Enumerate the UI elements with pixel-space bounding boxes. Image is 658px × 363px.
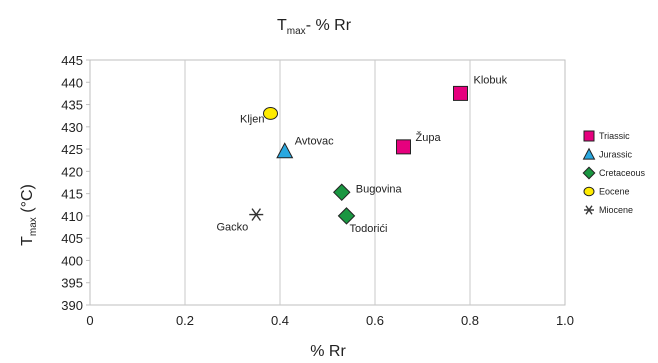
svg-text:Tmax (°C): Tmax (°C) bbox=[19, 184, 39, 246]
x-axis-label: % Rr bbox=[310, 343, 346, 360]
legend-label-cretaceous: Cretaceous bbox=[599, 168, 646, 178]
chart-title-sub: max bbox=[287, 26, 306, 37]
y-axis-label: Tmax (°C) bbox=[19, 184, 39, 246]
y-tick-label: 410 bbox=[61, 209, 83, 224]
y-tick-label: 435 bbox=[61, 98, 83, 113]
y-axis-label-sub: max bbox=[28, 217, 39, 236]
chart-title-main: T bbox=[277, 17, 287, 34]
data-label-avtovac: Avtovac bbox=[295, 135, 334, 147]
x-tick-label: 0 bbox=[86, 313, 93, 328]
legend-label-triassic: Triassic bbox=[599, 131, 630, 141]
y-tick-label: 420 bbox=[61, 164, 83, 179]
chart-title: Tmax- % Rr bbox=[277, 17, 352, 37]
data-label--upa: Župa bbox=[416, 131, 442, 144]
legend-entry-triassic: Triassic bbox=[583, 130, 630, 142]
x-tick-label: 0.4 bbox=[271, 313, 289, 328]
data-label-klobuk: Klobuk bbox=[474, 74, 508, 86]
data-point-avtovac bbox=[276, 142, 294, 159]
data-point-klobuk bbox=[453, 85, 468, 101]
y-axis-label-rest: (°C) bbox=[19, 184, 36, 217]
legend-marker-cretaceous bbox=[582, 166, 596, 180]
data-label-gacko: Gacko bbox=[216, 222, 248, 234]
y-tick-label: 400 bbox=[61, 253, 83, 268]
x-tick-label: 0.8 bbox=[461, 313, 479, 328]
y-tick-label: 405 bbox=[61, 231, 83, 246]
data-label-todori-i: Todorići bbox=[350, 223, 388, 235]
y-tick-label: 440 bbox=[61, 75, 83, 90]
x-tick-label: 1.0 bbox=[556, 313, 574, 328]
legend-marker-jurassic bbox=[582, 147, 596, 160]
legend-marker-triassic bbox=[583, 130, 595, 142]
svg-text:Tmax- % Rr: Tmax- % Rr bbox=[277, 17, 352, 37]
y-tick-label: 415 bbox=[61, 187, 83, 202]
legend-marker-eocene bbox=[583, 186, 595, 197]
y-tick-label: 390 bbox=[61, 298, 83, 313]
y-tick-label: 395 bbox=[61, 276, 83, 291]
data-point--upa bbox=[396, 139, 411, 155]
plot-frame bbox=[89, 59, 566, 306]
legend-entry-cretaceous: Cretaceous bbox=[582, 166, 646, 180]
y-axis-label-main: T bbox=[19, 236, 36, 246]
data-point-kljen bbox=[263, 107, 278, 120]
data-point-bugovina bbox=[332, 183, 351, 202]
legend-label-eocene: Eocene bbox=[599, 187, 630, 197]
legend-entry-miocene: Miocene bbox=[584, 205, 633, 215]
x-tick-label: 0.2 bbox=[176, 313, 194, 328]
data-label-bugovina: Bugovina bbox=[356, 183, 403, 195]
y-tick-label: 430 bbox=[61, 120, 83, 135]
y-tick-label: 425 bbox=[61, 142, 83, 157]
legend-label-miocene: Miocene bbox=[599, 205, 633, 215]
legend: Triassic Jurassic Cretaceous Eocene Miocene bbox=[582, 130, 646, 215]
legend-label-jurassic: Jurassic bbox=[599, 150, 633, 160]
legend-entry-eocene: Eocene bbox=[583, 186, 630, 197]
x-tick-label: 0.6 bbox=[366, 313, 384, 328]
data-point-gacko bbox=[249, 208, 264, 221]
data-label-kljen: Kljen bbox=[240, 113, 264, 125]
plot-area: 0 0.2 0.4 0.6 0.8 1.0 390 395 400 405 410 415 420 425… bbox=[61, 53, 574, 328]
data-point-todori-i bbox=[337, 207, 356, 225]
chart-title-rest: - % Rr bbox=[306, 17, 352, 34]
legend-entry-jurassic: Jurassic bbox=[582, 147, 633, 160]
legend-marker-miocene bbox=[584, 205, 594, 215]
y-tick-label: 445 bbox=[61, 53, 83, 68]
